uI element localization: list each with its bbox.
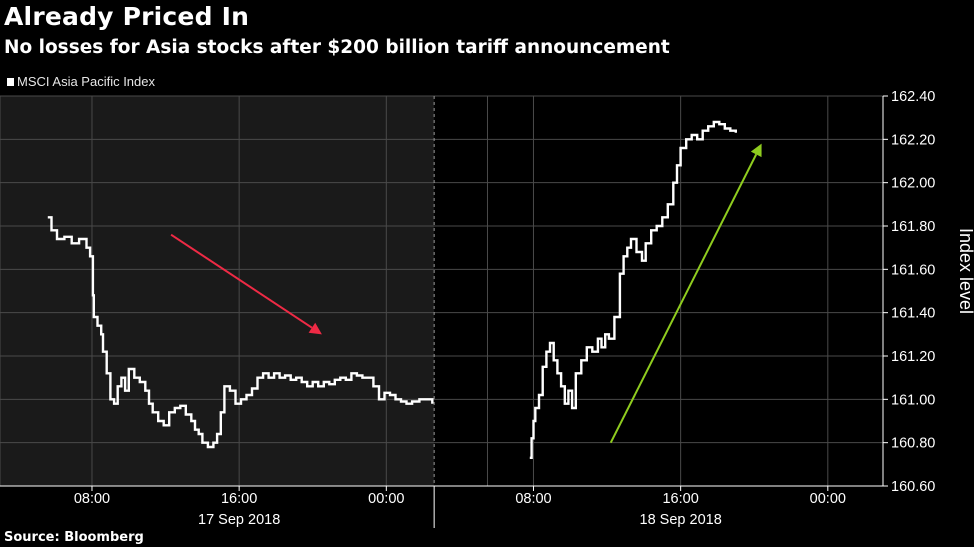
x-tick-label-3: 08:00 xyxy=(515,491,551,507)
chart-title: Already Priced In xyxy=(4,2,250,31)
axes: 160.60 160.80 161.00 161.20 161.40 161.60 161.… xyxy=(0,89,974,528)
chart-subtitle: No losses for Asia stocks after $200 bil… xyxy=(4,37,670,58)
x-tick-label-0: 08:00 xyxy=(74,491,110,507)
y-tick-label-2: 161.00 xyxy=(891,392,935,408)
x-tick-label-1: 16:00 xyxy=(221,491,257,507)
y-axis-title: Index level xyxy=(956,228,974,314)
down-arrow-head xyxy=(308,322,322,335)
x-group-label-0: 17 Sep 2018 xyxy=(198,512,280,528)
y-tick-label-3: 161.20 xyxy=(891,349,935,365)
y-tick-label-4: 161.40 xyxy=(891,306,935,322)
y-tick-label-1: 160.80 xyxy=(891,436,935,452)
series-line-1-segment-1 xyxy=(47,216,434,449)
y-tick-label-6: 161.80 xyxy=(891,219,935,235)
y-tick-label-9: 162.40 xyxy=(891,89,935,105)
gridlines xyxy=(0,95,883,486)
shaded-session-17-sep xyxy=(0,96,435,486)
source-note: Source: Bloomberg xyxy=(4,530,144,545)
plot-background xyxy=(0,96,435,486)
x-tick-label-5: 00:00 xyxy=(810,491,846,507)
y-tick-label-5: 161.60 xyxy=(891,262,935,278)
up-arrow-shaft xyxy=(609,153,758,444)
y-tick-label-0: 160.60 xyxy=(891,479,935,495)
legend-label: MSCI Asia Pacific Index xyxy=(17,74,155,89)
y-tick-label-7: 162.00 xyxy=(891,176,935,192)
series-line-1-segment-2 xyxy=(529,120,737,459)
legend-swatch xyxy=(7,77,14,86)
x-group-label-1: 18 Sep 2018 xyxy=(640,512,722,528)
x-tick-label-4: 16:00 xyxy=(662,491,698,507)
y-tick-label-8: 162.20 xyxy=(891,132,935,148)
annotation-layer xyxy=(170,143,762,444)
down-arrow-shaft xyxy=(170,233,313,329)
series-layer xyxy=(47,120,737,459)
legend: MSCI Asia Pacific Index xyxy=(7,74,155,89)
up-arrow-head xyxy=(750,143,762,158)
x-tick-label-2: 00:00 xyxy=(368,491,404,507)
